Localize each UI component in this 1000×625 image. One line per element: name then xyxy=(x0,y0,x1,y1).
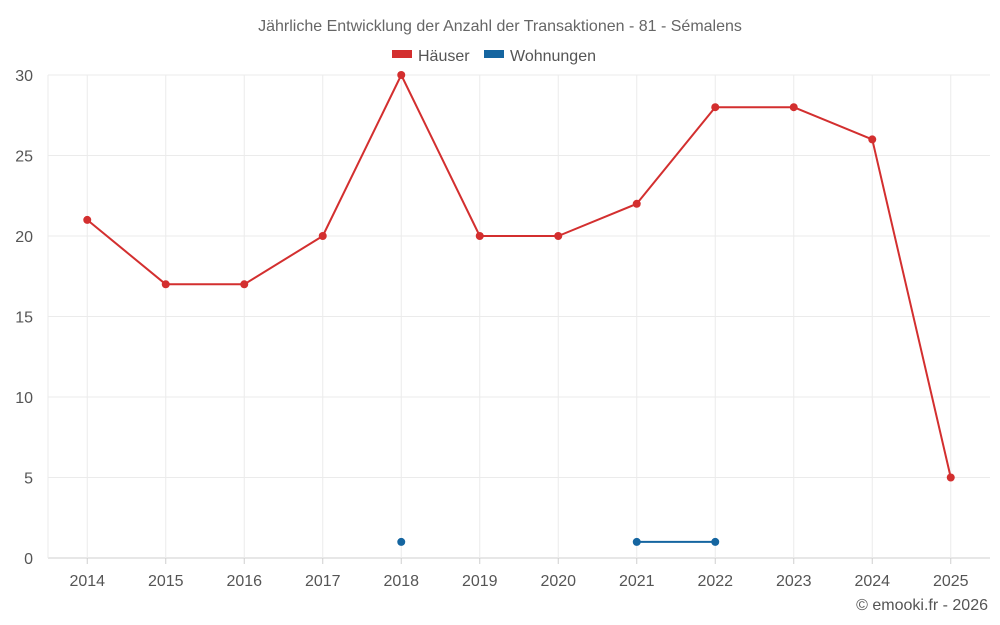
x-tick-label: 2014 xyxy=(69,573,105,590)
chart-title: Jährliche Entwicklung der Anzahl der Tra… xyxy=(258,18,742,35)
credit-text: © emooki.fr - 2026 xyxy=(856,597,988,614)
series-line-haeuser xyxy=(86,74,952,478)
legend-label-wohnungen[interactable]: Wohnungen xyxy=(510,48,596,65)
legend-swatch-haeuser xyxy=(392,50,412,58)
data-point-wohnungen[interactable] xyxy=(711,537,720,546)
x-tick-label: 2019 xyxy=(462,573,498,590)
x-tick-label: 2016 xyxy=(226,573,262,590)
x-axis-ticks: 2014 2015 2016 2017 2018 2019 2020 2021 2022 2023… xyxy=(69,558,969,590)
data-point-haeuser[interactable] xyxy=(946,473,955,482)
data-point-haeuser[interactable] xyxy=(83,215,92,224)
x-tick-label: 2017 xyxy=(305,573,341,590)
data-point-haeuser[interactable] xyxy=(789,103,798,112)
y-tick-label: 25 xyxy=(15,149,33,166)
y-tick-label: 20 xyxy=(15,229,33,246)
data-point-haeuser[interactable] xyxy=(397,71,406,79)
legend: Häuser Wohnungen xyxy=(392,48,596,65)
data-point-haeuser[interactable] xyxy=(318,232,327,240)
series xyxy=(83,71,955,546)
x-tick-label: 2025 xyxy=(933,573,969,590)
data-point-haeuser[interactable] xyxy=(868,135,877,144)
x-tick-label: 2021 xyxy=(619,573,655,590)
x-tick-label: 2023 xyxy=(776,573,812,590)
x-tick-label: 2015 xyxy=(148,573,184,590)
x-tick-label: 2024 xyxy=(854,573,890,590)
data-point-haeuser[interactable] xyxy=(632,199,641,208)
data-point-wohnungen[interactable] xyxy=(397,537,406,546)
data-point-haeuser[interactable] xyxy=(711,103,720,112)
y-axis-ticks: 0 5 10 15 20 25 30 xyxy=(15,68,33,568)
legend-label-haeuser[interactable]: Häuser xyxy=(418,48,470,65)
grid xyxy=(47,74,990,559)
data-point-haeuser[interactable] xyxy=(161,280,170,289)
data-point-haeuser[interactable] xyxy=(240,280,249,289)
data-point-haeuser[interactable] xyxy=(475,232,484,240)
y-tick-label: 0 xyxy=(24,551,33,568)
x-tick-label: 2018 xyxy=(383,573,419,590)
y-tick-label: 30 xyxy=(15,68,33,85)
y-tick-label: 5 xyxy=(24,471,33,488)
data-point-haeuser[interactable] xyxy=(554,232,563,240)
y-tick-label: 15 xyxy=(15,310,33,327)
x-tick-label: 2020 xyxy=(540,573,576,590)
data-point-wohnungen[interactable] xyxy=(632,537,641,546)
y-tick-label: 10 xyxy=(15,390,33,407)
x-tick-label: 2022 xyxy=(697,573,733,590)
legend-swatch-wohnungen xyxy=(484,50,504,58)
